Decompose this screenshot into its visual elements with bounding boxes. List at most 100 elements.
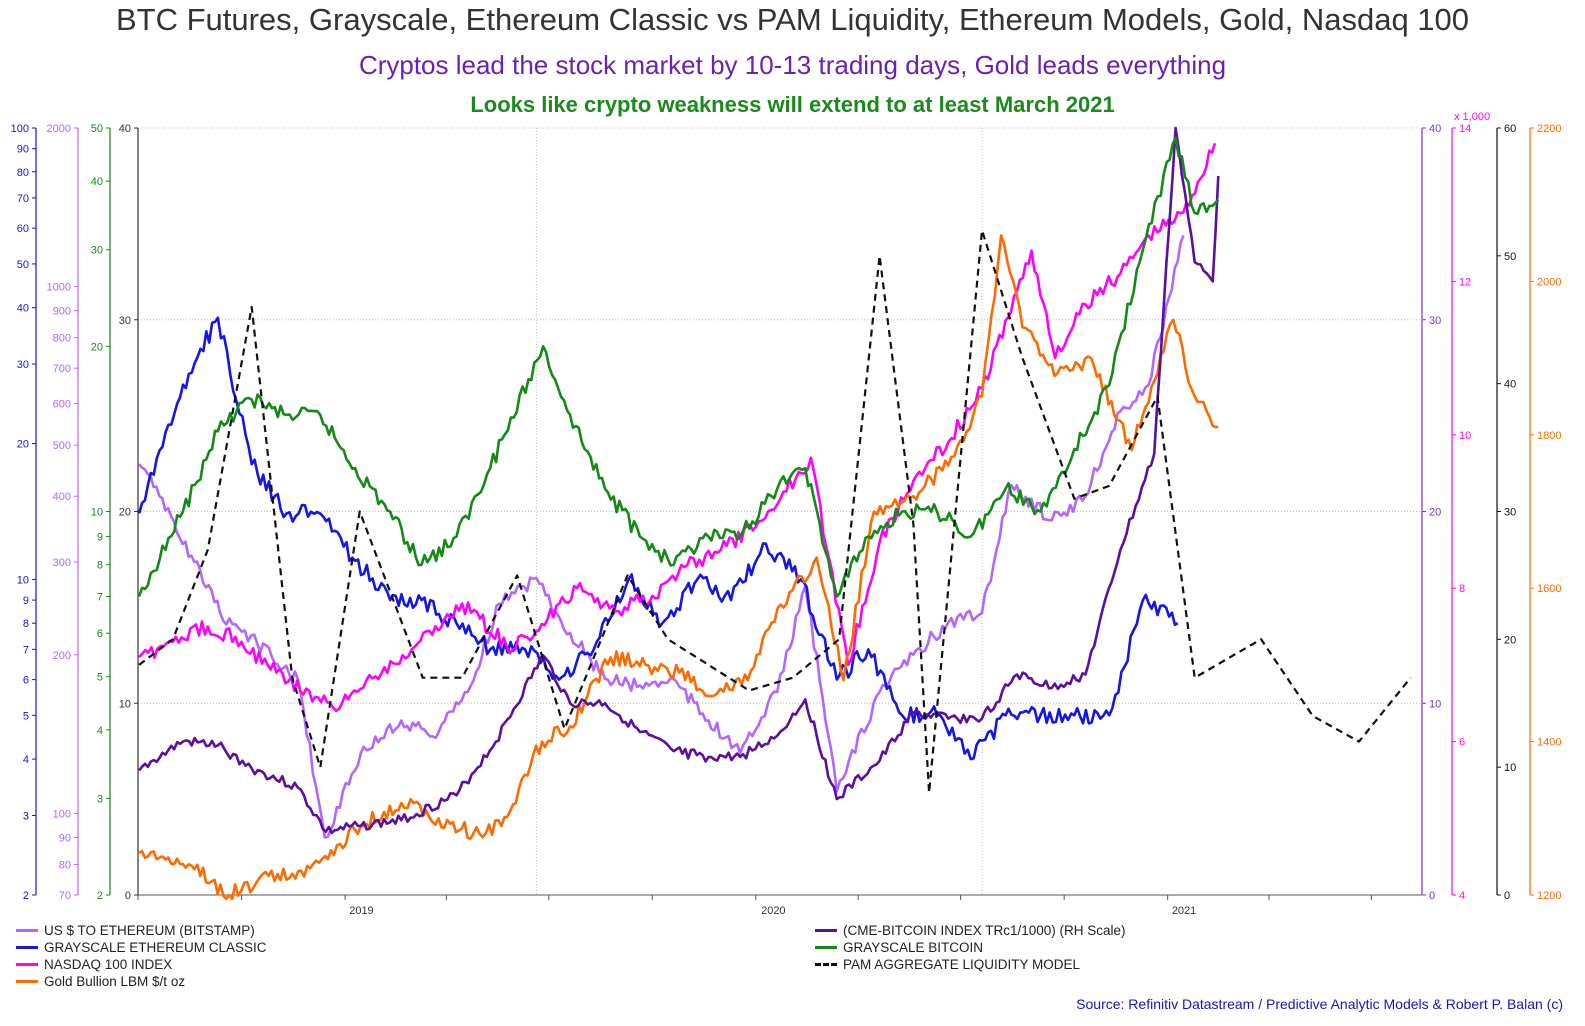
y-tick-label: 10: [91, 507, 103, 519]
y-tick-label: 70: [59, 890, 71, 902]
legend-item-pam-liquidity: PAM AGGREGATE LIQUIDITY MODEL: [815, 956, 1080, 973]
y-tick-label: 400: [53, 491, 71, 503]
y-tick-label: 8: [1459, 583, 1465, 595]
y-axis-cme-inner-left: 40 30 20 10 0: [119, 123, 139, 902]
legend-label: NASDAQ 100 INDEX: [44, 957, 173, 972]
legend-item-ethereum: US $ TO ETHEREUM (BITSTAMP): [16, 922, 255, 939]
legend-swatch: [16, 980, 38, 983]
y-tick-label: 80: [59, 859, 71, 871]
legend-label: Gold Bullion LBM $/t oz: [44, 974, 186, 989]
series-line-grayscale-bitcoin: [137, 136, 1220, 598]
legend-item-nasdaq: NASDAQ 100 INDEX: [16, 956, 172, 973]
y-tick-label: 4: [97, 725, 103, 737]
y-tick-label: 10: [17, 574, 29, 586]
y-tick-label: 20: [119, 507, 131, 519]
y-tick-label: 40: [91, 176, 103, 188]
y-tick-label: 9: [97, 532, 103, 544]
y-axis-gold-right: 2200 2000 1800 1600 1400 1200: [1529, 123, 1561, 902]
legend-swatch: [815, 946, 837, 949]
y-tick-label: 2000: [1537, 276, 1561, 288]
series-line-cme-bitcoin-index-trc1-1000-rh-scale: [138, 126, 1220, 835]
y-tick-label: 90: [59, 833, 71, 845]
y-tick-label: 20: [17, 439, 29, 451]
y-tick-label: 300: [53, 557, 71, 569]
y-tick-label: 700: [53, 363, 71, 375]
y-tick-label: 40: [17, 303, 29, 315]
x-tick-label: 2019: [349, 905, 373, 917]
y-tick-label: 1600: [1537, 583, 1561, 595]
y-tick-label: 90: [17, 144, 29, 156]
legend-swatch: [16, 946, 38, 949]
y-tick-label: 50: [17, 259, 29, 271]
legend-swatch: [16, 963, 38, 966]
legend-label: (CME-BITCOIN INDEX TRc1/1000) (RH Scale): [843, 923, 1126, 938]
y-axis-grayscale-btc-left: 50 40 30 20 10 9 8 7 6 5 4 3 2: [91, 123, 111, 902]
y-tick-label: 10: [119, 698, 131, 710]
y-tick-label: 7: [97, 591, 103, 603]
legend-swatch: [815, 963, 837, 966]
y-tick-label: 60: [1504, 123, 1516, 135]
legend-label: US $ TO ETHEREUM (BITSTAMP): [44, 923, 255, 938]
y-tick-label: 20: [1429, 507, 1441, 519]
chart-title: BTC Futures, Grayscale, Ethereum Classic…: [115, 2, 1470, 37]
y-tick-label: 7: [23, 644, 29, 656]
y-tick-label: 6: [23, 675, 29, 687]
legend-swatch: [16, 929, 38, 932]
y-tick-label: 5: [23, 710, 29, 722]
chart-annotation: Looks like crypto weakness will extend t…: [470, 92, 1115, 117]
y-tick-label: 30: [1429, 315, 1441, 327]
y-tick-label: 20: [1504, 634, 1516, 646]
y-tick-label: 40: [119, 123, 131, 135]
y-tick-label: 10: [1504, 762, 1516, 774]
y-tick-label: 60: [17, 223, 29, 235]
series-line-nasdaq-100-index: [138, 142, 1217, 713]
y-tick-label: 600: [53, 398, 71, 410]
series-line-us-to-ethereum-bitstamp: [138, 235, 1185, 839]
x-tick-label: 2020: [761, 905, 785, 917]
legend-label: GRAYSCALE ETHEREUM CLASSIC: [44, 940, 267, 955]
source-note: Source: Refinitiv Datastream / Predictiv…: [1076, 996, 1563, 1012]
y-tick-label: 8: [23, 618, 29, 630]
y-tick-label: 80: [17, 167, 29, 179]
y-tick-label: 9: [23, 595, 29, 607]
y-axis-cme-right: 40 30 20 10 0: [1421, 123, 1441, 902]
series-line-grayscale-ethereum-classic: [137, 316, 1179, 761]
y-tick-label: 1200: [1537, 890, 1561, 902]
legend-swatch: [815, 929, 837, 932]
y-tick-label: 30: [17, 359, 29, 371]
y-tick-label: 6: [97, 628, 103, 640]
y-axis-unit: x 1,000: [1454, 111, 1490, 123]
y-axis-nasdaq-right: 14 12 10 8 6 4 x 1,000: [1451, 111, 1490, 902]
y-tick-label: 3: [23, 811, 29, 823]
y-tick-label: 100: [11, 123, 29, 135]
legend-label: PAM AGGREGATE LIQUIDITY MODEL: [843, 957, 1081, 972]
y-axis-ethereum-left: 2000 1000 900 800 700 600 500 400 300 200 100 90 80 7…: [47, 123, 79, 902]
y-tick-label: 10: [1429, 698, 1441, 710]
legend-item-cme-bitcoin: (CME-BITCOIN INDEX TRc1/1000) (RH Scale): [815, 922, 1126, 939]
y-tick-label: 2200: [1537, 123, 1561, 135]
y-tick-label: 0: [125, 890, 131, 902]
y-tick-label: 900: [53, 306, 71, 318]
y-tick-label: 70: [17, 193, 29, 205]
y-tick-label: 5: [97, 672, 103, 684]
y-tick-label: 800: [53, 333, 71, 345]
y-tick-label: 0: [1504, 890, 1510, 902]
y-tick-label: 4: [1459, 890, 1465, 902]
y-tick-label: 30: [119, 315, 131, 327]
y-axis-pam-right: 60 50 40 30 20 10 0: [1496, 123, 1516, 902]
y-tick-label: 0: [1429, 890, 1435, 902]
y-tick-label: 12: [1459, 276, 1471, 288]
y-tick-label: 14: [1459, 123, 1471, 135]
x-tick-label: 2021: [1172, 905, 1196, 917]
series-line-gold-bullion-lbm-t-oz: [138, 234, 1219, 901]
y-tick-label: 1000: [47, 282, 71, 294]
y-tick-label: 3: [97, 793, 103, 805]
y-tick-label: 50: [1504, 251, 1516, 263]
y-tick-label: 200: [53, 650, 71, 662]
y-tick-label: 6: [1459, 737, 1465, 749]
y-tick-label: 20: [91, 341, 103, 353]
y-tick-label: 2: [97, 890, 103, 902]
y-axis-eth-classic-left: 100 90 80 70 60 50 40 30 20 10 9 8 7 6 5 4 3 2: [11, 123, 37, 902]
y-tick-label: 1800: [1537, 430, 1561, 442]
y-tick-label: 40: [1504, 379, 1516, 391]
